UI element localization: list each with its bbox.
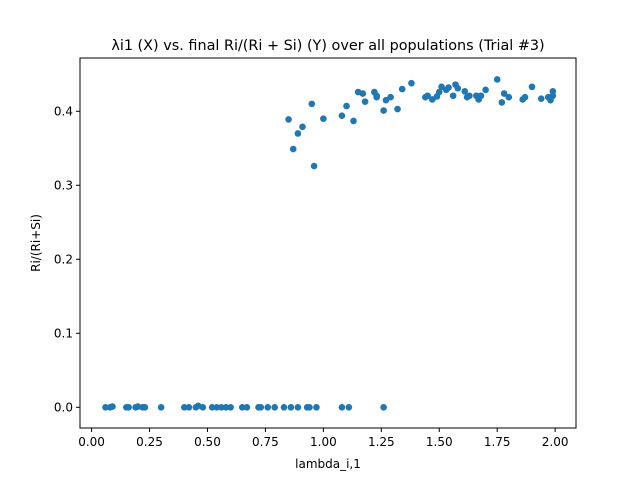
- data-point: [498, 99, 506, 106]
- data-point: [373, 93, 380, 101]
- data-point: [308, 100, 316, 108]
- data-point: [294, 403, 302, 411]
- y-tick-label: 0.3: [54, 179, 73, 193]
- data-point: [243, 403, 251, 411]
- data-point: [345, 403, 353, 411]
- data-point: [449, 92, 457, 100]
- data-point: [310, 162, 318, 170]
- data-point: [320, 115, 327, 122]
- data-point: [537, 95, 545, 102]
- x-tick-label: 0.75: [252, 435, 279, 449]
- data-point: [208, 403, 216, 411]
- x-axis-ticks: 0.00 0.25 0.50 0.75 1.00 1.25 1.50 1.75 2.00: [78, 428, 568, 449]
- x-axis-label: lambda_i,1: [295, 457, 361, 471]
- data-point: [125, 403, 132, 411]
- x-tick-label: 2.00: [542, 435, 569, 449]
- data-point: [264, 403, 272, 411]
- chart-title: λi1 (X) vs. final Ri/(Ri + Si) (Y) over …: [111, 38, 544, 54]
- data-point: [238, 403, 246, 411]
- y-axis-ticks: 0.0 0.1 0.2 0.3 0.4: [54, 105, 80, 415]
- data-point: [528, 83, 536, 91]
- data-point: [313, 403, 320, 411]
- plot-frame: [79, 57, 577, 429]
- x-tick-label: 1.75: [484, 435, 511, 449]
- data-point: [299, 123, 306, 131]
- data-point: [445, 84, 452, 91]
- data-point: [500, 90, 508, 97]
- data-point: [227, 403, 234, 411]
- data-point: [398, 85, 406, 93]
- data-point: [285, 116, 292, 123]
- data-point: [387, 93, 394, 101]
- data-point: [280, 403, 288, 411]
- data-point: [218, 403, 225, 411]
- data-point: [257, 403, 265, 411]
- data-points: [102, 76, 557, 411]
- data-point: [435, 88, 443, 96]
- x-tick-label: 0.00: [78, 435, 105, 449]
- x-tick-label: 1.50: [426, 435, 453, 449]
- data-point: [477, 92, 485, 100]
- y-tick-label: 0.2: [54, 253, 73, 267]
- data-point: [338, 112, 346, 120]
- y-tick-label: 0.0: [54, 401, 73, 415]
- x-tick-label: 0.25: [136, 435, 163, 449]
- data-point: [549, 92, 557, 100]
- data-point: [338, 403, 346, 411]
- data-point: [343, 102, 350, 110]
- data-point: [521, 93, 529, 101]
- data-point: [185, 403, 193, 411]
- data-point: [408, 79, 415, 87]
- data-point: [454, 85, 462, 92]
- x-tick-label: 0.50: [194, 435, 221, 449]
- x-tick-label: 1.00: [310, 435, 337, 449]
- data-point: [222, 403, 230, 411]
- data-point: [287, 403, 295, 411]
- data-point: [380, 403, 387, 411]
- data-point: [181, 403, 188, 411]
- data-point: [289, 145, 297, 153]
- data-point: [294, 130, 302, 137]
- data-point: [306, 403, 313, 411]
- data-point: [493, 76, 501, 83]
- data-point: [461, 88, 469, 95]
- data-point: [466, 92, 473, 100]
- data-point: [361, 98, 369, 105]
- x-tick-label: 1.25: [368, 435, 395, 449]
- data-point: [271, 403, 278, 411]
- y-tick-label: 0.1: [54, 327, 73, 341]
- y-axis-label: Ri/(Ri+Si): [29, 214, 43, 272]
- data-point: [141, 403, 149, 411]
- data-point: [109, 403, 116, 410]
- data-point: [157, 403, 165, 411]
- data-point: [199, 403, 207, 411]
- data-point: [380, 107, 387, 114]
- data-point: [482, 86, 489, 94]
- data-point: [505, 93, 513, 101]
- data-point: [394, 105, 401, 113]
- data-point: [213, 403, 221, 411]
- y-tick-label: 0.4: [54, 105, 73, 119]
- data-point: [359, 90, 367, 97]
- data-point: [102, 403, 109, 411]
- data-point: [350, 117, 357, 125]
- data-point: [424, 92, 431, 100]
